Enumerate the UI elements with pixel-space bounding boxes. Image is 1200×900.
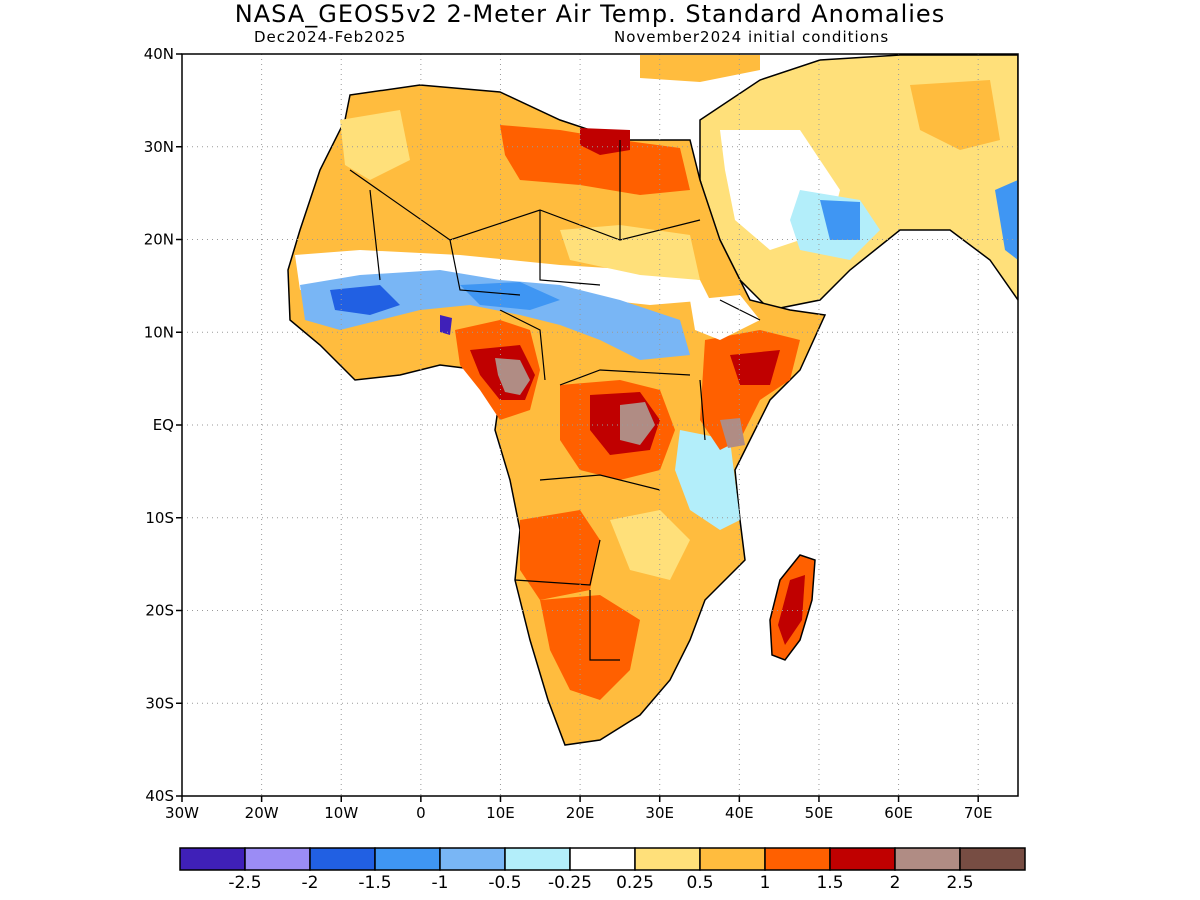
congo-extreme-core [620,402,655,445]
lon-tick-label: 20E [566,804,595,822]
colorbar-swatch [309,847,376,871]
sahel-cold-core-west [330,285,400,315]
colorbar-label: -2 [302,873,319,893]
lat-tick-label: 20N [144,231,174,249]
sahel-cool-band [300,270,690,360]
lon-tick-label: 30E [645,804,674,822]
lat-tick-label: 40S [145,787,174,805]
lat-tick-label: 20S [145,602,174,620]
cameroon-extreme-core [495,358,530,395]
colorbar-label: 1 [760,873,771,893]
colorbar-label: -0.25 [548,873,592,893]
lat-tick-label: 30S [145,694,174,712]
lon-tick-label: 30W [165,804,199,822]
east-africa-cool-patch [675,430,740,530]
lon-tick-label: 40E [725,804,754,822]
kenya-extreme-core [720,418,745,448]
anomaly-field [287,54,1018,746]
horn-hot-core [730,350,780,385]
colorbar-swatch [959,847,1026,871]
colorbar-swatch [244,847,311,871]
map-title: NASA_GEOS5v2 2-Meter Air Temp. Standard … [234,0,946,28]
forecast-period: Dec2024-Feb2025 [254,28,407,46]
libya-hot-core [580,128,630,155]
europe-warm-strip [640,55,760,82]
libya-egypt-warm-area [500,125,690,195]
latitude-axis: 40N 30N 20N 10N EQ 10S 20S 30S 40S [144,45,182,805]
lat-tick-label: EQ [153,416,174,434]
lon-tick-label: 20W [245,804,279,822]
colorbar-swatch [634,847,701,871]
colorbar-swatch [569,847,636,871]
iran-warm-patch [910,80,1000,150]
colorbar-label: 1.5 [816,873,843,893]
colorbar-swatch [894,847,961,871]
lon-tick-label: 50E [805,804,834,822]
colorbar-label: -1 [432,873,449,893]
colorbar-swatch [699,847,766,871]
initial-conditions: November2024 initial conditions [614,28,890,46]
lon-tick-label: 10E [486,804,515,822]
morocco-warm-patch [340,110,410,180]
sahara-yellow-patch [560,225,700,280]
ghana-cold-spot [440,315,452,335]
lat-tick-label: 40N [144,45,174,63]
lon-tick-label: 0 [416,804,426,822]
colorbar-swatch [829,847,896,871]
angola-warm-area [520,510,600,600]
sahel-cold-core-central [460,282,560,310]
colorbar-label: -1.5 [358,873,391,893]
zambia-yellow-patch [610,510,690,580]
colorbar-label: 2 [890,873,901,893]
madagascar-hot-core [778,575,805,645]
colorbar-label: 0.5 [686,873,713,893]
colorbar-swatch [439,847,506,871]
lon-tick-label: 60E [884,804,913,822]
colorbar-swatch [179,847,246,871]
colorbar-label: -2.5 [228,873,261,893]
lat-tick-label: 10N [144,323,174,341]
colorbar: -2.5 -2 -1.5 -1 -0.5 -0.25 0.25 0.5 1 1.5 2 2.5 [179,847,1026,893]
lon-tick-label: 10W [324,804,358,822]
sahel-neutral-band [295,250,710,305]
colorbar-swatch [764,847,831,871]
lat-tick-label: 10S [145,509,174,527]
arabia-cold-patch [820,200,860,240]
ethiopia-neutral-patch [690,295,760,340]
lon-tick-label: 70E [964,804,993,822]
colorbar-label: -0.5 [488,873,521,893]
country-borders [349,140,761,661]
colorbar-label: 2.5 [946,873,973,893]
colorbar-swatch [374,847,441,871]
gridlines [182,54,1018,796]
longitude-axis: 30W 20W 10W 0 10E 20E 30E 40E 50E 60E 70E [165,796,992,822]
lat-tick-label: 30N [144,138,174,156]
colorbar-swatch [504,847,571,871]
colorbar-label: 0.25 [616,873,654,893]
